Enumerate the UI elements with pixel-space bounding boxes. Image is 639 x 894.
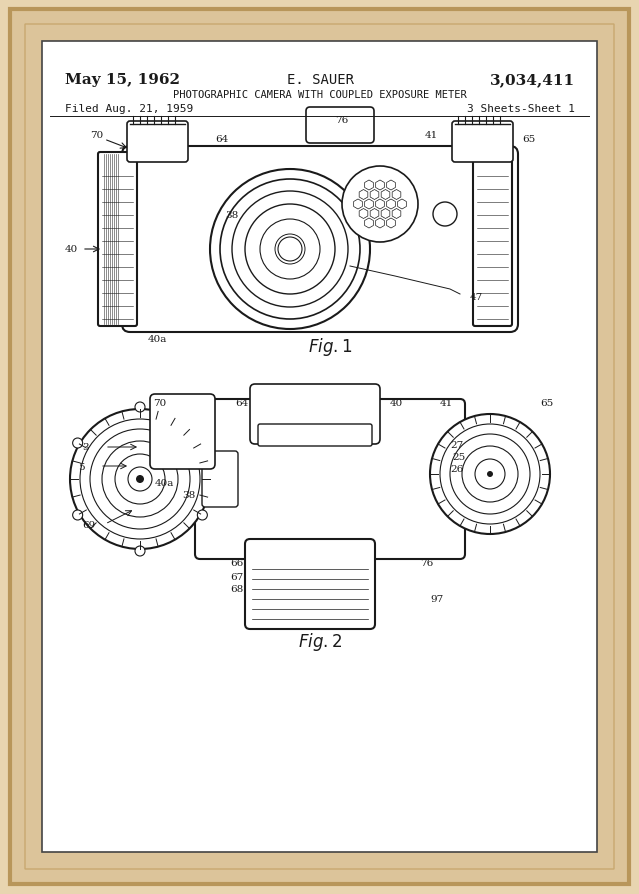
Text: May 15, 1962: May 15, 1962 [65,73,180,87]
Circle shape [135,546,145,556]
FancyBboxPatch shape [473,153,512,326]
FancyBboxPatch shape [10,10,629,884]
FancyBboxPatch shape [25,25,614,869]
Text: 66: 66 [230,558,243,567]
Circle shape [487,471,493,477]
Circle shape [197,439,207,449]
Text: 97: 97 [430,595,443,603]
FancyBboxPatch shape [452,122,513,163]
Text: 38: 38 [182,490,196,499]
Text: $\mathit{Fig.1}$: $\mathit{Fig.1}$ [308,335,352,358]
Circle shape [278,238,302,262]
Circle shape [70,409,210,550]
Text: 26: 26 [450,465,463,474]
Text: 27: 27 [450,440,463,449]
Text: 47: 47 [470,292,483,301]
Text: PHOTOGRAPHIC CAMERA WITH COUPLED EXPOSURE METER: PHOTOGRAPHIC CAMERA WITH COUPLED EXPOSUR… [173,90,467,100]
Text: 40: 40 [390,398,403,407]
Text: 64: 64 [215,135,228,144]
FancyBboxPatch shape [202,451,238,508]
Text: 41: 41 [425,131,438,139]
Text: E. SAUER: E. SAUER [286,73,353,87]
Text: 40a: 40a [155,478,174,487]
Text: 40a: 40a [148,335,167,344]
Circle shape [73,510,82,520]
Text: 68: 68 [230,585,243,594]
Text: 76: 76 [335,115,348,124]
Circle shape [197,510,207,520]
Circle shape [342,167,418,243]
FancyBboxPatch shape [258,425,372,446]
FancyBboxPatch shape [306,108,374,144]
Circle shape [73,439,82,449]
Text: 69: 69 [82,520,95,529]
Text: 41: 41 [440,398,453,407]
Text: 65: 65 [522,135,535,144]
Circle shape [135,402,145,412]
FancyBboxPatch shape [127,122,188,163]
Text: 5: 5 [78,462,84,471]
Text: 70: 70 [90,131,104,139]
Circle shape [433,203,457,227]
Circle shape [430,415,550,535]
Text: 38: 38 [225,210,238,219]
Text: 3,034,411: 3,034,411 [490,73,575,87]
FancyBboxPatch shape [245,539,375,629]
FancyBboxPatch shape [98,153,137,326]
FancyBboxPatch shape [195,400,465,560]
Text: 67: 67 [230,572,243,581]
Text: 76: 76 [420,558,433,567]
Text: $\mathit{Fig.2}$: $\mathit{Fig.2}$ [298,630,342,653]
Text: 70: 70 [153,398,166,407]
Text: 3 Sheets-Sheet 1: 3 Sheets-Sheet 1 [467,104,575,114]
Text: 3: 3 [82,443,89,452]
FancyBboxPatch shape [250,384,380,444]
Text: 25: 25 [452,452,465,461]
FancyBboxPatch shape [150,394,215,469]
Circle shape [136,476,144,484]
Text: 40: 40 [65,245,78,254]
FancyBboxPatch shape [122,147,518,333]
Text: 64: 64 [235,398,248,407]
Text: 65: 65 [540,398,553,407]
FancyBboxPatch shape [42,42,597,852]
Text: Filed Aug. 21, 1959: Filed Aug. 21, 1959 [65,104,193,114]
